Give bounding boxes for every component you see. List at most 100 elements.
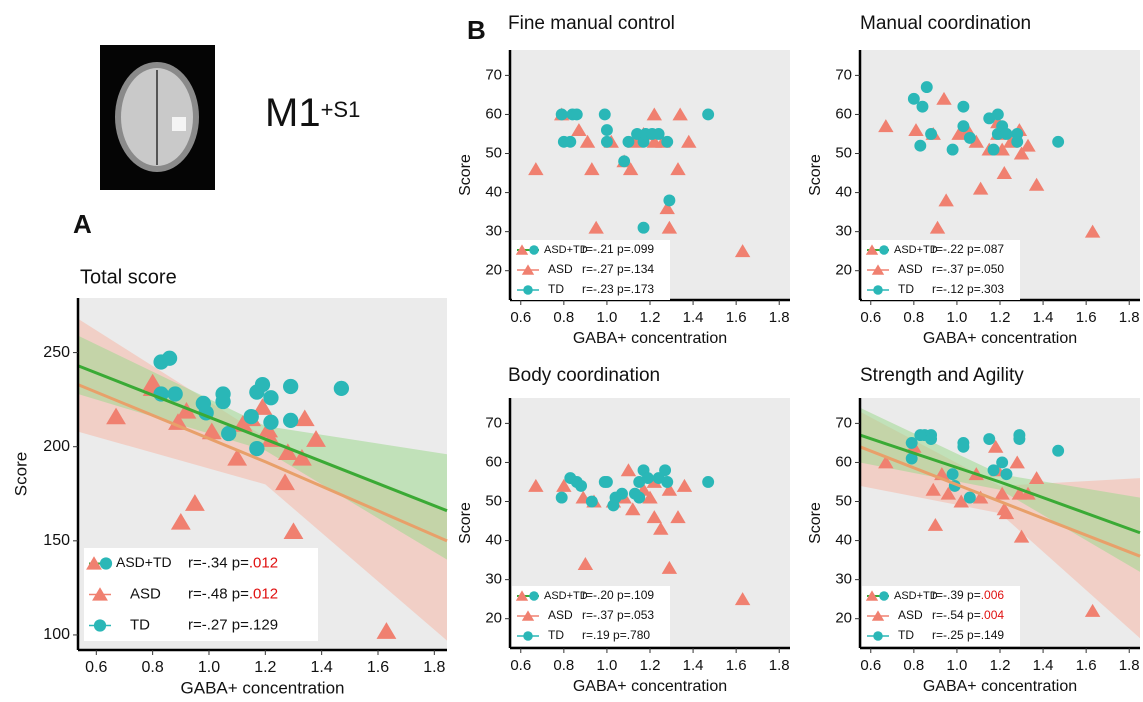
triangle-point [306,430,326,447]
triangle-point [661,220,678,234]
panel: Total score 100 150 200 250 0.6 0.8 1.0 1.2 1.4 1.… [11,266,448,697]
triangle-point [625,502,641,516]
y-tick-label: 70 [485,66,502,83]
legend-stat: r=-.37 p=.053 [582,608,654,622]
panel: Strength and Agility 20 30 40 50 60 70 0.6 0.8 1.… [807,365,1141,695]
roi-name: M1 [265,91,321,135]
circle-point [161,350,178,366]
legend-r-value: r=-.27 p=.129 [188,616,278,633]
x-tick-label: 1.4 [1033,309,1054,326]
circle-point [575,479,588,492]
legend-stat: r=-.20 p=.109 [582,588,654,602]
y-tick-label: 50 [835,492,852,509]
circle-point [957,120,970,133]
legend-label: ASD [548,262,573,276]
triangle-point [1013,529,1030,543]
circle-point [1000,468,1013,481]
roi-label: M1+S1 [265,91,360,135]
legend-r-value: r=-.23 p=.173 [582,282,654,296]
triangle-point [1013,146,1030,160]
legend-label: ASD+TD [544,244,588,256]
legend-r-value: r=-.20 p=.109 [582,588,654,602]
y-tick-label: 60 [835,105,852,122]
panel-letter: B [467,15,486,45]
triangle-point [987,439,1004,453]
legend-stat: r=-.22 p=.087 [932,242,1004,256]
legend-label: ASD [898,608,923,622]
triangle-point [734,592,751,606]
circle-point [1052,135,1065,148]
x-tick-label: 1.8 [769,309,790,326]
circle-point [600,476,613,488]
legend-label: ASD+TD [544,590,588,602]
triangle-point [283,522,304,540]
legend-r-value: r=-.21 p=.099 [582,242,654,256]
legend-stat: r=-.21 p=.099 [582,242,654,256]
y-tick-label: 100 [43,626,70,643]
y-tick-label: 40 [485,184,502,201]
chart-title: Manual coordination [860,13,1031,34]
circle-point [631,128,644,140]
panel: Manual coordination 20 30 40 50 60 70 0.6 0.8 1.0… [807,13,1140,347]
circle-point [659,464,672,477]
triangle-point [998,506,1015,520]
y-tick-label: 30 [835,571,852,588]
x-tick-label: 0.8 [553,657,574,674]
legend-marker [879,591,889,601]
legend-r-value: r=-.27 p=.134 [582,262,654,276]
triangle-point [681,134,697,148]
roi-suffix: +S1 [321,97,361,122]
legend-label: TD [898,282,914,296]
legend-marker [873,285,883,295]
legend-p-value: .012 [249,554,278,571]
circle-point [946,143,959,156]
triangle-point [528,162,544,176]
legend-marker [871,610,885,621]
chart-title: Strength and Agility [860,365,1024,386]
legend-p-value: .004 [981,608,1005,622]
circle-point [283,378,299,395]
y-axis-title: Score [457,502,474,544]
legend-stat: r=-.27 p=.134 [582,262,654,276]
triangle-point [1028,177,1045,191]
legend-marker [523,285,533,295]
circle-point [957,440,970,453]
x-tick-label: 1.0 [946,309,967,326]
triangle-point [953,494,969,508]
triangle-point [878,455,894,469]
triangle-point [201,422,222,440]
legend-r-value: r=-.22 p=.087 [932,242,1004,256]
circle-point [914,139,927,152]
x-axis-title: GABA+ concentration [573,330,727,347]
y-tick-label: 70 [485,414,502,431]
circle-point [641,472,654,485]
triangle-point [653,521,669,535]
x-tick-label: 1.2 [640,657,661,674]
circle-point [283,412,299,429]
x-axis-title: GABA+ concentration [923,678,1077,695]
y-tick-label: 60 [835,453,852,470]
circle-point [1052,444,1065,457]
chart-title: Body coordination [508,365,660,386]
triangle-point [577,557,594,570]
legend-marker [86,556,102,570]
x-tick-label: 1.2 [990,657,1011,674]
circle-point [243,408,259,425]
circle-point [925,128,938,140]
x-axis-title: GABA+ concentration [181,678,345,697]
triangle-point [936,91,952,105]
x-axis-title: GABA+ concentration [573,678,727,695]
triangle-point [1020,138,1036,152]
legend-r-value: r=-.34 p= [188,554,249,571]
legend-label: ASD [548,608,573,622]
triangle-point [227,449,248,466]
y-tick-label: 40 [835,532,852,549]
x-tick-label: 1.8 [1119,309,1140,326]
circle-point [996,456,1009,469]
y-axis-title: Score [457,154,474,196]
y-tick-label: 20 [485,262,502,279]
circle-point [570,108,583,121]
brain-image [100,45,215,190]
triangle-point [1028,471,1045,485]
